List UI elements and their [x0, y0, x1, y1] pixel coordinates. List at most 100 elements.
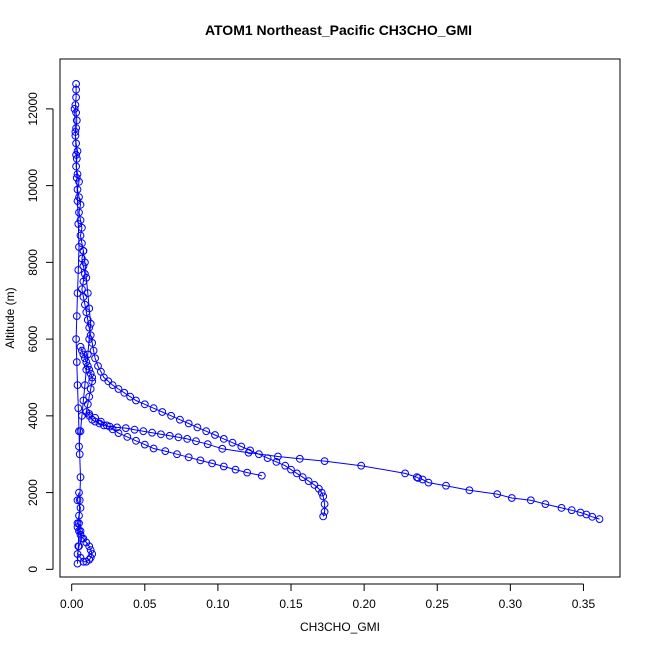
- data-point: [75, 427, 83, 436]
- data-point: [120, 388, 129, 397]
- data-point: [79, 262, 88, 271]
- data-point: [82, 273, 91, 282]
- data-point: [123, 433, 132, 441]
- x-tick-label: 0.35: [572, 597, 596, 611]
- data-point: [76, 342, 85, 351]
- y-tick-label: 10000: [26, 169, 40, 203]
- data-point: [139, 427, 148, 436]
- data-point: [108, 381, 117, 390]
- data-point: [208, 459, 217, 468]
- data-point: [192, 437, 200, 446]
- data-point: [86, 331, 95, 340]
- data-point: [424, 478, 433, 487]
- series-line: [78, 250, 92, 447]
- data-point: [184, 419, 193, 428]
- data-point: [293, 469, 301, 478]
- data-point: [83, 362, 92, 370]
- data-point: [114, 429, 123, 438]
- x-tick-label: 0.10: [206, 597, 230, 611]
- data-point: [72, 151, 80, 159]
- data-point: [319, 492, 328, 501]
- data-point: [79, 247, 88, 255]
- data-point: [74, 266, 83, 274]
- data-point: [228, 438, 237, 447]
- data-point: [72, 116, 81, 125]
- data-point: [73, 523, 82, 531]
- x-axis: 0.00 0.05 0.10 0.15 0.20 0.25 0.30 0.35: [60, 583, 596, 611]
- data-point: [272, 458, 281, 466]
- data-point: [298, 473, 307, 482]
- data-point: [75, 488, 83, 497]
- data-point: [149, 404, 158, 413]
- data-point: [75, 243, 83, 251]
- series-3: [85, 410, 266, 480]
- data-point: [243, 468, 252, 477]
- data-point: [86, 553, 95, 562]
- x-tick-label: 0.05: [133, 597, 157, 611]
- y-tick-label: 6000: [26, 325, 40, 352]
- data-point: [595, 515, 604, 523]
- data-point: [126, 392, 135, 401]
- data-point: [414, 474, 423, 482]
- y-axis: 0 2000 4000 6000 8000 10000 12000: [26, 92, 54, 573]
- plot-frame: [59, 58, 621, 578]
- data-point: [149, 444, 158, 453]
- data-point: [73, 147, 82, 156]
- data-point: [73, 381, 82, 390]
- data-point: [76, 473, 85, 482]
- series-line: [74, 83, 326, 517]
- data-point: [104, 377, 113, 386]
- data-point: [287, 465, 295, 474]
- x-tick-label: 0.15: [279, 597, 303, 611]
- x-tick-label: 0.00: [60, 597, 84, 611]
- data-point: [317, 488, 326, 497]
- data-point: [465, 486, 474, 495]
- data-point: [320, 457, 329, 466]
- data-point: [82, 365, 91, 374]
- data-point: [557, 504, 566, 512]
- y-tick-label: 2000: [26, 479, 40, 506]
- data-point: [75, 450, 84, 459]
- data-point: [218, 444, 227, 453]
- data-point: [100, 373, 108, 382]
- data-point: [74, 542, 83, 551]
- data-point: [132, 436, 140, 445]
- data-point: [244, 448, 253, 457]
- data-point: [130, 425, 139, 434]
- x-tick-label: 0.25: [426, 597, 450, 611]
- data-point: [81, 258, 89, 267]
- data-point: [76, 504, 85, 512]
- data-point: [85, 323, 94, 332]
- data-point: [85, 392, 94, 401]
- data-point: [88, 377, 97, 386]
- data-point: [72, 335, 80, 344]
- data-point: [113, 423, 121, 432]
- data-point: [304, 477, 313, 486]
- data-point: [184, 453, 193, 462]
- series-2: [76, 342, 604, 523]
- data-point: [72, 174, 81, 182]
- data-point: [320, 500, 329, 509]
- data-point: [219, 462, 228, 471]
- data-point: [357, 461, 366, 470]
- data-point: [72, 358, 81, 367]
- data-point: [165, 431, 174, 440]
- data-point: [493, 490, 502, 499]
- data-point: [507, 494, 516, 502]
- data-point: [74, 404, 83, 413]
- data-point: [310, 481, 319, 489]
- data-point: [401, 469, 410, 478]
- data-point: [114, 385, 123, 393]
- data-point: [526, 496, 535, 505]
- data-point: [85, 304, 94, 313]
- data-point: [72, 85, 80, 94]
- data-point: [541, 500, 550, 509]
- data-point: [79, 293, 88, 301]
- data-point: [70, 105, 79, 113]
- data-point: [73, 559, 82, 568]
- data-point: [140, 440, 149, 449]
- data-point: [72, 124, 80, 133]
- data-point: [71, 101, 80, 109]
- data-point: [78, 346, 86, 355]
